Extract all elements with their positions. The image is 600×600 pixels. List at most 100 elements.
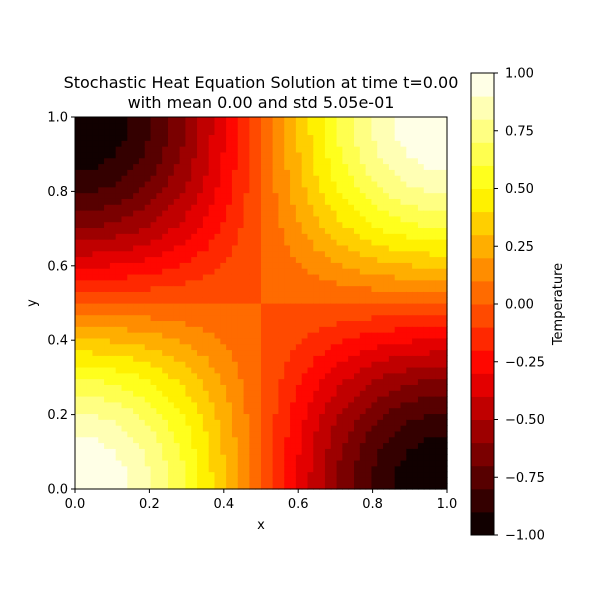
heatmap-cell: [179, 320, 187, 327]
heatmap-cell: [383, 396, 390, 403]
heatmap-cell: [185, 459, 192, 467]
heatmap-cell: [231, 401, 239, 409]
heatmap-cell: [435, 459, 442, 467]
heatmap-cell: [231, 337, 239, 345]
heatmap-cell: [319, 163, 326, 170]
heatmap-cell: [197, 326, 204, 333]
heatmap-cell: [272, 221, 280, 229]
heatmap-cell: [92, 169, 99, 176]
heatmap-cell: [173, 285, 181, 292]
heatmap-cell: [80, 186, 88, 194]
heatmap-cell: [342, 436, 349, 444]
heatmap-cell: [104, 471, 111, 478]
heatmap-cell: [429, 210, 436, 217]
heatmap-cell: [92, 378, 99, 385]
heatmap-cell: [400, 425, 407, 432]
heatmap-cell: [98, 483, 105, 490]
heatmap-cell: [307, 442, 314, 449]
heatmap-cell: [150, 244, 157, 252]
heatmap-cell: [342, 204, 349, 211]
heatmap-cell: [249, 186, 256, 194]
heatmap-cell: [359, 169, 367, 176]
heatmap-cell: [179, 256, 187, 263]
heatmap-cell: [197, 244, 204, 252]
heatmap-cell: [284, 430, 291, 438]
heatmap-cell: [417, 151, 425, 159]
heatmap-cell: [191, 471, 198, 478]
heatmap-cell: [406, 233, 413, 240]
heatmap-cell: [115, 303, 123, 310]
heatmap-cell: [214, 425, 221, 432]
heatmap-cell: [237, 396, 245, 403]
heatmap-cell: [168, 396, 175, 403]
heatmap-cell: [348, 425, 355, 432]
heatmap-cell: [75, 407, 82, 415]
heatmap-cell: [75, 384, 82, 391]
heatmap-cell: [435, 122, 442, 130]
heatmap-cell: [441, 163, 448, 170]
heatmap-cell: [290, 384, 297, 391]
heatmap-cell: [237, 355, 245, 362]
heatmap-cell: [162, 134, 169, 141]
heatmap-cell: [133, 349, 140, 356]
heatmap-cell: [261, 308, 268, 316]
heatmap-cell: [150, 401, 157, 409]
heatmap-cell: [336, 175, 343, 182]
heatmap-cell: [336, 337, 343, 345]
heatmap-cell: [173, 454, 181, 461]
heatmap-cell: [394, 390, 402, 397]
heatmap-cell: [295, 157, 303, 165]
colorbar-band: [471, 96, 494, 120]
heatmap-cell: [168, 442, 175, 449]
heatmap-cell: [301, 396, 309, 403]
heatmap-cell: [394, 430, 402, 438]
heatmap-cell: [359, 303, 367, 310]
heatmap-cell: [365, 436, 373, 444]
heatmap-cell: [400, 343, 407, 351]
heatmap-cell: [388, 303, 396, 310]
heatmap-cell: [92, 134, 99, 141]
heatmap-cell: [377, 204, 384, 211]
heatmap-cell: [348, 250, 355, 258]
heatmap-cell: [191, 256, 198, 263]
heatmap-cell: [133, 471, 140, 478]
heatmap-cell: [121, 419, 128, 426]
heatmap-cell: [371, 268, 378, 275]
heatmap-cell: [173, 483, 181, 490]
heatmap-cell: [359, 320, 367, 327]
heatmap-cell: [138, 436, 146, 444]
heatmap-cell: [388, 134, 396, 141]
heatmap-cell: [400, 430, 407, 438]
heatmap-cell: [266, 233, 274, 240]
heatmap-cell: [208, 204, 216, 211]
heatmap-cell: [214, 320, 221, 327]
heatmap-cell: [150, 303, 157, 310]
heatmap-cell: [80, 413, 88, 420]
heatmap-cell: [394, 204, 402, 211]
heatmap-cell: [272, 239, 280, 246]
heatmap-cell: [173, 332, 181, 339]
heatmap-cell: [423, 273, 431, 281]
heatmap-cell: [348, 308, 355, 316]
heatmap-cell: [179, 227, 187, 234]
heatmap-cell: [138, 134, 146, 141]
heatmap-cell: [359, 378, 367, 385]
heatmap-cell: [348, 215, 355, 223]
heatmap-cell: [75, 198, 82, 205]
heatmap-cell: [388, 419, 396, 426]
heatmap-cell: [319, 151, 326, 159]
heatmap-cell: [354, 297, 361, 304]
heatmap-cell: [220, 250, 227, 258]
heatmap-cell: [394, 372, 402, 380]
heatmap-cell: [383, 366, 390, 374]
heatmap-cell: [191, 192, 198, 199]
heatmap-cell: [98, 215, 105, 223]
heatmap-cell: [290, 221, 297, 229]
heatmap-cell: [237, 343, 245, 351]
heatmap-cell: [324, 366, 332, 374]
heatmap-cell: [86, 221, 94, 229]
heatmap-cell: [400, 192, 407, 199]
heatmap-cell: [313, 233, 320, 240]
heatmap-cell: [208, 215, 216, 223]
heatmap-cell: [121, 430, 128, 438]
